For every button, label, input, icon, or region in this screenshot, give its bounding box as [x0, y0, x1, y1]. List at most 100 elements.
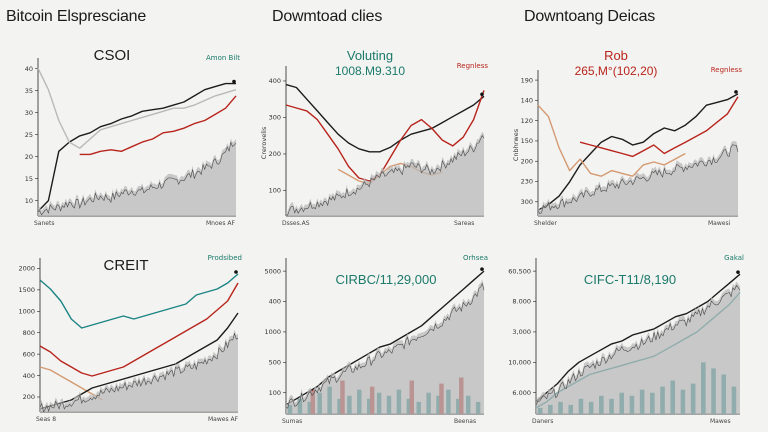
y-tick-label: 400: [23, 372, 35, 380]
y-tick-label: 1500: [18, 286, 35, 294]
series-line-red: [39, 282, 239, 377]
series-area-gray: [536, 281, 740, 414]
series-trace: [537, 144, 739, 214]
chart-title: Rob: [604, 48, 628, 63]
chart-value-label: 265,M°(102,20): [575, 64, 658, 78]
y-tick-label: 300: [269, 114, 281, 122]
end-marker: [480, 267, 484, 271]
y-tick-label: 400: [269, 298, 281, 306]
chart-panel-cirbc: 5000 400 1000 500 100 Orhsea CIRBC/11,29,000 Su…: [264, 254, 488, 425]
series-line-black: [535, 273, 741, 403]
y-tick-label: 10,000: [508, 359, 531, 367]
y-tick-label: 35: [25, 87, 33, 95]
chart-title: CIFC-T11/8,190: [584, 272, 676, 287]
y-axis-label: Cnbhrwes: [512, 128, 520, 161]
x-foot-left: Sumas: [282, 418, 302, 425]
series-area-gray: [40, 329, 238, 412]
series-trace: [285, 282, 485, 409]
chart-value-label: 1008.M9.310: [335, 64, 405, 78]
series-trace: [535, 284, 741, 406]
y-tick-label: 15: [25, 175, 33, 183]
y-tick-label: 300: [521, 198, 533, 206]
series-line-red: [79, 95, 237, 156]
y-tick-label: 8.000: [512, 298, 531, 306]
legend-label: Amon Bilt: [206, 54, 240, 62]
chart-panel-cifc: 60,500 8.000 3,000 10,000 6.000 Gakal CIFC-T11…: [508, 254, 744, 425]
y-tick-label: 190: [521, 76, 533, 84]
end-marker: [232, 79, 236, 84]
x-foot-right: Beenas: [454, 418, 476, 425]
series-line-black: [39, 312, 239, 410]
y-tick-label: 200: [23, 393, 35, 401]
legend-label: Prodsibed: [208, 254, 242, 262]
column-title-3: Downtoang Deicas: [524, 8, 656, 25]
x-foot-left: Seas 8: [36, 416, 56, 423]
x-foot-right: Mawesi: [708, 220, 731, 227]
column-title-2: Dowmtoad clies: [272, 8, 383, 25]
series-area-gray: [538, 140, 738, 216]
series-line-red: [285, 90, 485, 182]
end-marker: [734, 90, 738, 94]
x-foot-right: Sareas: [454, 220, 474, 227]
x-foot-right: Mnoes AF: [206, 220, 235, 227]
x-foot-right: Mawes: [710, 418, 731, 425]
y-tick-label: 30: [25, 109, 33, 117]
chart-panel-creit: 2000 1500 1000 800 600 400 200 Prodsibed CREIT Se…: [18, 254, 242, 423]
x-foot-left: Daners: [532, 418, 553, 425]
series-line-black: [537, 93, 739, 211]
x-foot-left: Shelder: [534, 220, 557, 227]
y-tick-label: 150: [521, 137, 533, 145]
y-tick-label: 40: [25, 65, 33, 73]
y-tick-label: 200: [269, 150, 281, 158]
chart-title: CSOI: [94, 47, 131, 64]
end-marker: [736, 270, 740, 274]
y-tick-label: 800: [23, 329, 35, 337]
series-area-gray: [38, 138, 236, 216]
y-tick-label: 10: [25, 197, 33, 205]
chart-title: Voluting: [347, 48, 393, 63]
legend-label: Regnless: [457, 62, 489, 70]
column-title-1: Bitcoin Elspresciane: [6, 8, 147, 25]
y-tick-label: 3,000: [512, 328, 531, 336]
y-tick-label: 2000: [18, 265, 35, 273]
y-tick-label: 1000: [18, 307, 35, 315]
x-foot-left: Dsses.AS: [282, 220, 310, 227]
legend-label: Regnless: [711, 66, 743, 74]
series-line-teal: [39, 273, 239, 329]
series-trace: [285, 135, 485, 216]
y-tick-label: 60,500: [508, 267, 531, 275]
x-foot-left: Sanets: [34, 220, 54, 227]
y-axis-label: Crerovelis: [260, 126, 268, 159]
y-tick-label: 140: [521, 97, 533, 105]
y-tick-label: 100: [269, 389, 281, 397]
y-tick-label: 6.000: [512, 389, 531, 397]
series-trace: [37, 141, 237, 216]
series-area-gray: [286, 279, 484, 414]
chart-panel-csoi: 40 35 30 25 20 15 10 Amon Bilt CSOI Sanets Mnoes A…: [25, 47, 241, 227]
y-tick-label: 500: [269, 359, 281, 367]
y-tick-label: 230: [521, 178, 533, 186]
series-line-gray: [37, 67, 237, 149]
legend-label: Orhsea: [463, 254, 488, 262]
y-tick-label: 400: [269, 77, 281, 85]
y-tick-label: 20: [25, 153, 33, 161]
series-trace: [39, 332, 239, 413]
y-tick-label: 25: [25, 131, 33, 139]
y-tick-label: 5000: [264, 267, 281, 275]
end-marker: [480, 92, 484, 97]
y-tick-label: 1000: [264, 328, 281, 336]
y-tick-label: 200: [521, 157, 533, 165]
series-line-red: [579, 96, 739, 158]
chart-title: CREIT: [104, 257, 149, 274]
chart-panel-rob: 190 140 120 150 200 230 300 Regnless Rob265,M°(1…: [512, 48, 743, 227]
y-tick-label: 120: [521, 117, 533, 125]
end-marker: [234, 270, 238, 274]
series-line-tan: [39, 366, 103, 401]
series-line-black: [37, 82, 236, 212]
series-line-tan: [537, 104, 686, 177]
x-foot-right: Mawes AF: [208, 416, 239, 423]
y-tick-label: 100: [269, 187, 281, 195]
y-tick-label: 600: [23, 350, 35, 358]
series-area-gray: [286, 131, 484, 216]
